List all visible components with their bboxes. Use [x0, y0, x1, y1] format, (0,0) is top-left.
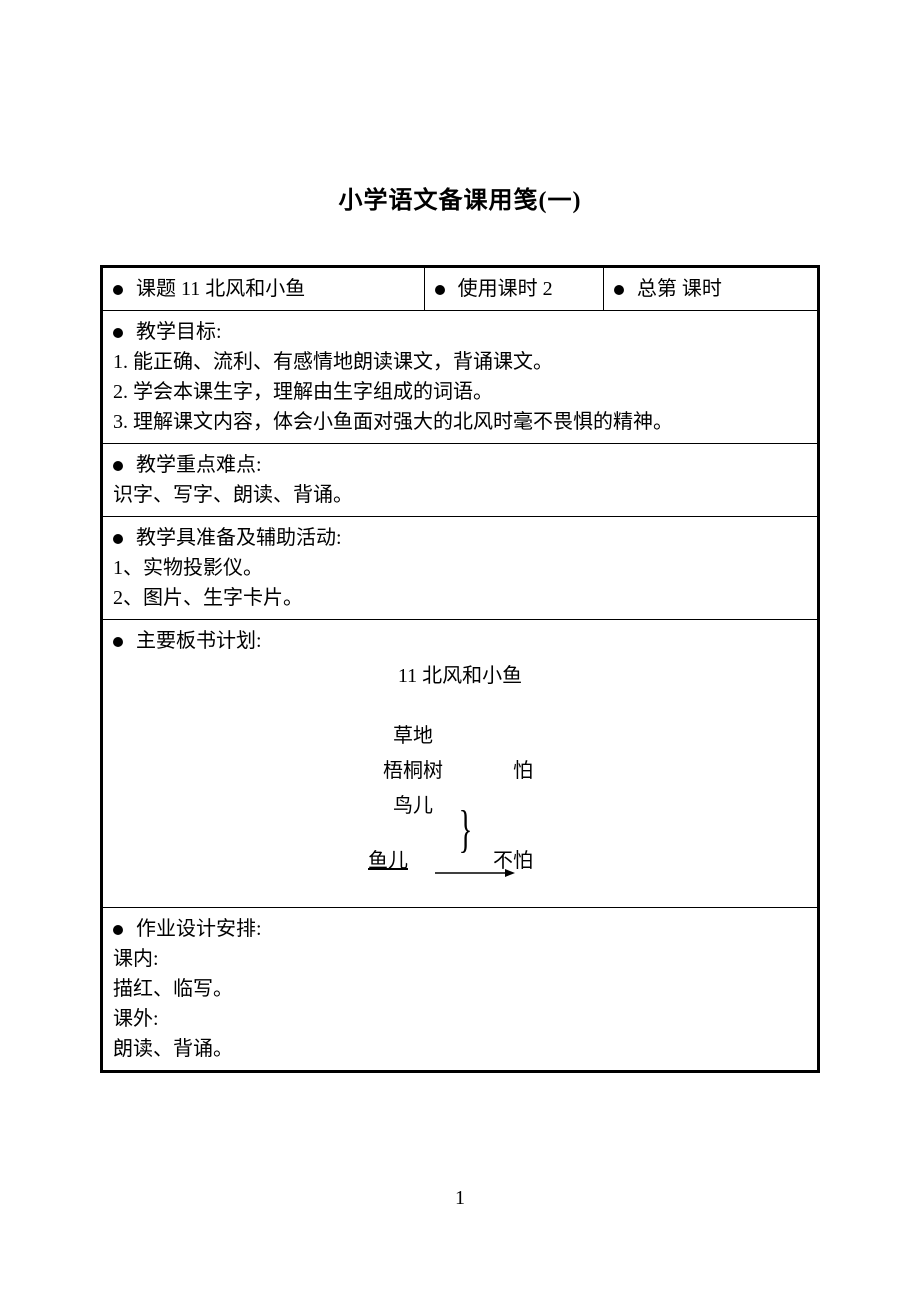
objective-item: 1. 能正确、流利、有感情地朗读课文，背诵课文。 [113, 347, 807, 377]
board-item-grass: 草地 [393, 721, 433, 751]
total-cell: 总第 课时 [603, 267, 818, 311]
keypoints-cell: 教学重点难点: 识字、写字、朗读、背诵。 [102, 444, 819, 517]
homework-cell: 作业设计安排: 课内: 描红、临写。 课外: 朗读、背诵。 [102, 908, 819, 1072]
arrow-icon [435, 866, 515, 881]
homework-header: 作业设计安排: [136, 918, 262, 940]
page-number: 1 [455, 1187, 465, 1210]
bullet-icon [113, 637, 123, 647]
board-item-bird: 鸟儿 [393, 791, 433, 821]
objectives-header: 教学目标: [136, 321, 222, 343]
homework-inclass-content: 描红、临写。 [113, 974, 807, 1004]
objectives-list: 1. 能正确、流利、有感情地朗读课文，背诵课文。 2. 学会本课生字，理解由生字… [113, 347, 807, 437]
objectives-row: 教学目标: 1. 能正确、流利、有感情地朗读课文，背诵课文。 2. 学会本课生字… [102, 311, 819, 444]
materials-header: 教学具准备及辅助活动: [136, 527, 342, 549]
lesson-plan-table: 课题 11 北风和小鱼 使用课时 2 总第 课时 教学目标: 1. 能正确、流利… [100, 265, 820, 1073]
boardplan-content: 草地 梧桐树 鸟儿 怕 } 鱼儿 不怕 [113, 721, 807, 901]
boardplan-cell: 主要板书计划: 11 北风和小鱼 草地 梧桐树 鸟儿 怕 } 鱼儿 不怕 [102, 620, 819, 908]
board-fear: 怕 [513, 756, 533, 786]
bullet-icon [113, 461, 123, 471]
bullet-icon [113, 328, 123, 338]
keypoints-header: 教学重点难点: [136, 454, 262, 476]
keypoints-row: 教学重点难点: 识字、写字、朗读、背诵。 [102, 444, 819, 517]
bullet-icon [614, 285, 624, 295]
homework-outclass-content: 朗读、背诵。 [113, 1034, 807, 1064]
materials-row: 教学具准备及辅助活动: 1、实物投影仪。 2、图片、生字卡片。 [102, 517, 819, 620]
header-row: 课题 11 北风和小鱼 使用课时 2 总第 课时 [102, 267, 819, 311]
hours-text: 使用课时 2 [458, 278, 553, 300]
objectives-cell: 教学目标: 1. 能正确、流利、有感情地朗读课文，背诵课文。 2. 学会本课生字… [102, 311, 819, 444]
topic-text: 课题 11 北风和小鱼 [136, 278, 305, 300]
boardplan-row: 主要板书计划: 11 北风和小鱼 草地 梧桐树 鸟儿 怕 } 鱼儿 不怕 [102, 620, 819, 908]
boardplan-title: 11 北风和小鱼 [113, 661, 807, 691]
brace-icon: } [459, 791, 473, 869]
bullet-icon [113, 925, 123, 935]
topic-cell: 课题 11 北风和小鱼 [102, 267, 425, 311]
objective-item: 2. 学会本课生字，理解由生字组成的词语。 [113, 377, 807, 407]
bullet-icon [435, 285, 445, 295]
boardplan-header: 主要板书计划: [136, 630, 262, 652]
homework-inclass-label: 课内: [113, 944, 807, 974]
bullet-icon [113, 534, 123, 544]
board-fish: 鱼儿 [368, 846, 408, 876]
homework-row: 作业设计安排: 课内: 描红、临写。 课外: 朗读、背诵。 [102, 908, 819, 1072]
materials-cell: 教学具准备及辅助活动: 1、实物投影仪。 2、图片、生字卡片。 [102, 517, 819, 620]
keypoints-content: 识字、写字、朗读、背诵。 [113, 480, 807, 510]
board-item-tree: 梧桐树 [383, 756, 443, 786]
total-text: 总第 课时 [637, 278, 722, 300]
hours-cell: 使用课时 2 [424, 267, 603, 311]
objective-item: 3. 理解课文内容，体会小鱼面对强大的北风时毫不畏惧的精神。 [113, 407, 807, 437]
materials-item: 1、实物投影仪。 [113, 553, 807, 583]
materials-item: 2、图片、生字卡片。 [113, 583, 807, 613]
document-title: 小学语文备课用笺(一) [100, 180, 820, 215]
homework-outclass-label: 课外: [113, 1004, 807, 1034]
bullet-icon [113, 285, 123, 295]
